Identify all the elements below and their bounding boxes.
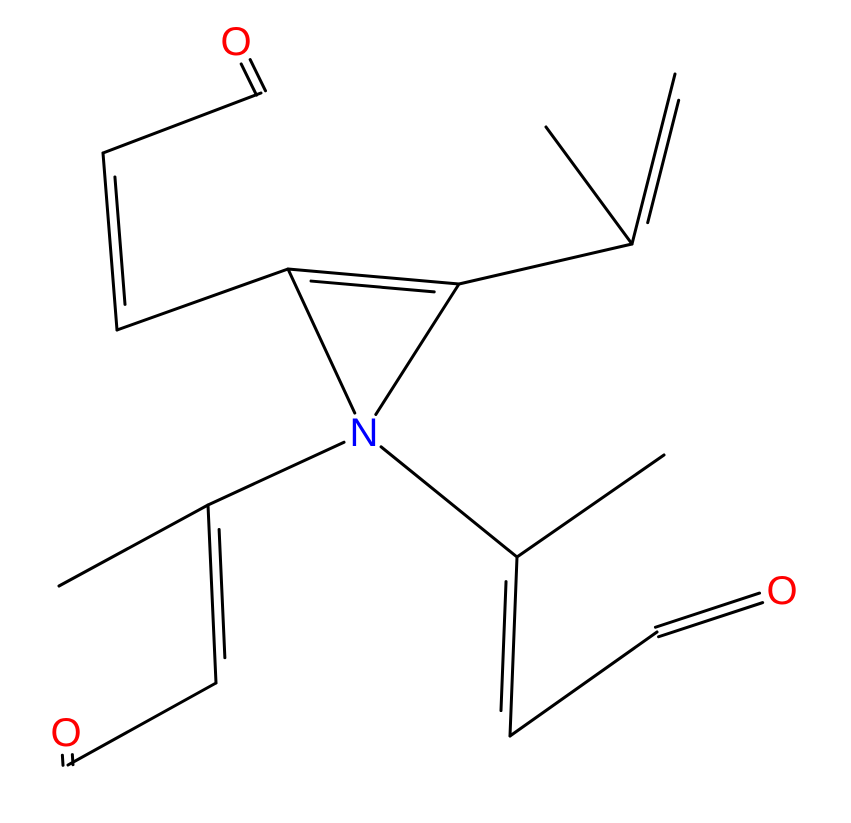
bond-line bbox=[59, 505, 208, 586]
bond-line bbox=[115, 177, 125, 304]
bond-line bbox=[632, 74, 675, 244]
nitrogen-atom-label: N bbox=[350, 411, 379, 455]
oxygen-atom-label: O bbox=[50, 711, 81, 755]
oxygen-atom-label: O bbox=[766, 569, 797, 613]
bond-line bbox=[459, 244, 632, 284]
bond-line bbox=[517, 455, 664, 557]
bond-line bbox=[510, 557, 517, 736]
bond-line bbox=[288, 269, 355, 413]
molecule-canvas: N O O O bbox=[0, 0, 851, 823]
bond-line bbox=[510, 632, 657, 736]
bond-line bbox=[546, 127, 632, 244]
bond-line bbox=[219, 529, 225, 657]
bond-line bbox=[68, 683, 216, 765]
bond-line bbox=[501, 582, 506, 711]
bond-line bbox=[376, 284, 459, 414]
oxygen-atom-label: O bbox=[220, 20, 251, 64]
bond-line bbox=[103, 93, 261, 153]
bond-line bbox=[117, 269, 288, 330]
bond-line bbox=[311, 281, 434, 292]
bond-line bbox=[72, 755, 73, 765]
bond-line bbox=[381, 447, 517, 557]
bond-line bbox=[62, 755, 63, 765]
bond-line bbox=[208, 442, 344, 505]
bond-line bbox=[208, 505, 216, 683]
